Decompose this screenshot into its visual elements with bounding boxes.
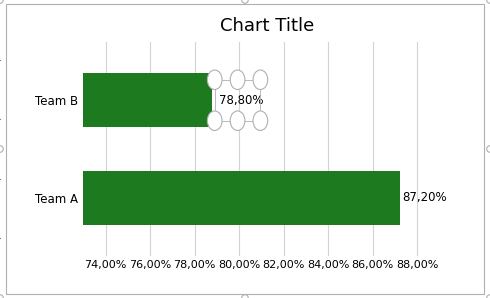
Bar: [83, 171, 399, 225]
Ellipse shape: [487, 295, 490, 298]
Ellipse shape: [242, 295, 248, 298]
Ellipse shape: [207, 111, 222, 131]
Ellipse shape: [253, 70, 268, 89]
Ellipse shape: [0, 146, 3, 152]
Ellipse shape: [253, 111, 268, 131]
Text: 87,20%: 87,20%: [402, 191, 446, 204]
Text: 78,80%: 78,80%: [219, 94, 264, 107]
Ellipse shape: [242, 0, 248, 3]
Bar: [83, 73, 213, 127]
Ellipse shape: [230, 70, 245, 89]
Ellipse shape: [487, 0, 490, 3]
Ellipse shape: [0, 295, 3, 298]
Ellipse shape: [487, 146, 490, 152]
Ellipse shape: [230, 111, 245, 131]
Bar: [215, 80, 260, 121]
Ellipse shape: [207, 70, 222, 89]
Ellipse shape: [0, 0, 3, 3]
Title: Chart Title: Chart Title: [220, 17, 314, 35]
